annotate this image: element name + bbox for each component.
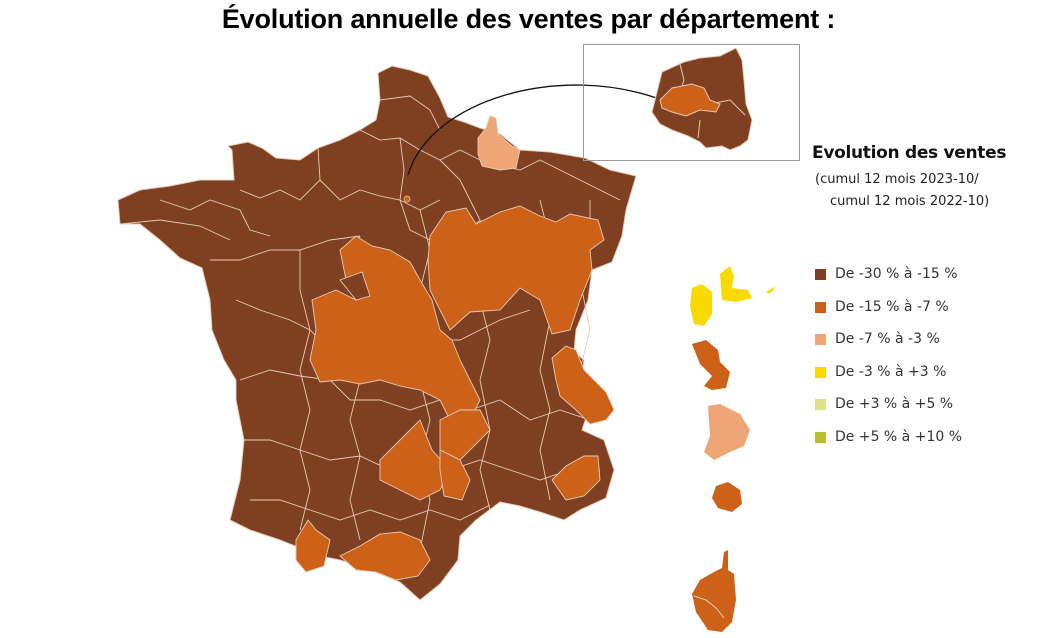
swatch-minus30-minus15 — [815, 269, 826, 280]
legend-item: De +5 % à +10 % — [815, 429, 962, 462]
legend-label: De -30 % à -15 % — [835, 266, 958, 282]
legend-label: De +5 % à +10 % — [835, 428, 963, 445]
map-title: Évolution annuelle des ventes par départ… — [221, 4, 836, 34]
paris-marker — [403, 195, 411, 203]
swatch-plus3-plus5 — [815, 399, 826, 410]
legend-subtitle-line2: cumul 12 mois 2022-10) — [830, 194, 990, 209]
swatch-minus7-minus3 — [815, 334, 826, 345]
legend-label: De -15 % à -7 % — [835, 298, 949, 315]
legend-item: De +3 % à +5 % — [815, 396, 962, 429]
martinique — [692, 340, 730, 390]
la-reunion — [712, 482, 742, 512]
guadeloupe — [690, 266, 776, 326]
guyane — [704, 404, 750, 460]
legend-item: De -7 % à -3 % — [815, 331, 962, 364]
legend-item: De -15 % à -7 % — [815, 299, 962, 332]
swatch-plus5-plus10 — [815, 431, 826, 443]
corse — [692, 550, 736, 632]
legend-item: De -30 % à -15 % — [815, 266, 962, 299]
swatch-minus15-minus7 — [815, 301, 826, 313]
paris-inset-frame — [583, 44, 800, 161]
legend-subtitle-line1: (cumul 12 mois 2023-10/ — [815, 172, 979, 187]
paris-inset-map — [651, 47, 753, 151]
legend-label: De +3 % à +5 % — [835, 396, 954, 412]
department-ardennes — [477, 115, 521, 171]
legend-label: De -3 % à +3 % — [835, 363, 947, 380]
legend-label: De -7 % à -3 % — [835, 331, 940, 347]
legend-item: De -3 % à +3 % — [815, 364, 962, 397]
departments-minus15-minus7 — [295, 205, 615, 581]
legend: De -30 % à -15 % De -15 % à -7 % De -7 %… — [815, 266, 962, 461]
inset-arrow — [407, 84, 663, 176]
legend-title: Evolution des ventes — [812, 143, 1007, 163]
swatch-minus3-plus3 — [815, 366, 826, 378]
